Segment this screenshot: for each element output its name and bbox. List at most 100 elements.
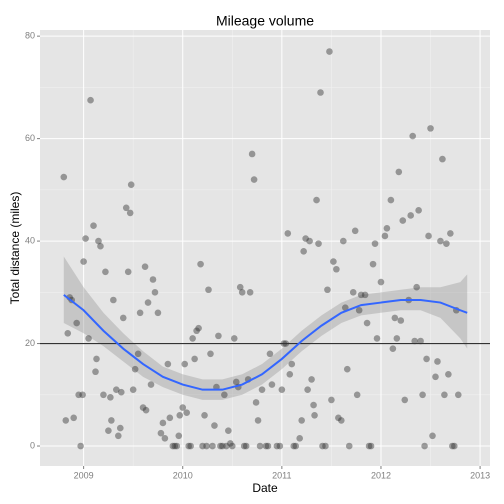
point xyxy=(377,278,385,286)
point xyxy=(82,235,89,242)
y-tick-label: 80 xyxy=(25,31,35,41)
point xyxy=(290,442,298,450)
point xyxy=(115,432,122,440)
point xyxy=(387,196,395,204)
point xyxy=(116,424,124,432)
point xyxy=(367,442,375,450)
point xyxy=(273,442,281,450)
point xyxy=(264,442,272,450)
point xyxy=(373,335,381,342)
point xyxy=(79,391,86,399)
point xyxy=(149,276,157,283)
point xyxy=(324,286,331,294)
point xyxy=(434,358,441,365)
point xyxy=(87,96,94,104)
point xyxy=(189,335,196,342)
point xyxy=(266,350,274,358)
point xyxy=(176,411,184,419)
point xyxy=(221,391,228,399)
x-tick-label: 2009 xyxy=(74,470,94,480)
point xyxy=(409,132,416,140)
point xyxy=(147,381,155,388)
point xyxy=(399,217,407,224)
y-tick-label: 40 xyxy=(25,235,35,245)
x-tick-label: 2013 xyxy=(470,470,490,480)
point xyxy=(288,360,296,368)
point xyxy=(127,181,135,189)
point xyxy=(311,411,318,419)
point xyxy=(427,125,434,132)
point xyxy=(157,429,165,437)
point xyxy=(179,404,187,411)
point xyxy=(223,442,230,450)
point xyxy=(215,332,222,340)
point xyxy=(451,442,458,450)
point xyxy=(85,335,92,342)
point xyxy=(230,335,238,342)
point xyxy=(286,370,294,378)
point xyxy=(129,386,137,393)
point xyxy=(169,442,177,450)
point xyxy=(423,355,430,363)
marks xyxy=(40,48,490,450)
point xyxy=(164,360,172,368)
point xyxy=(449,442,456,450)
point xyxy=(369,260,377,268)
point xyxy=(199,442,206,450)
point xyxy=(203,442,210,450)
point xyxy=(349,289,357,296)
y-tick-label: 60 xyxy=(25,133,35,143)
point xyxy=(205,286,212,294)
point xyxy=(134,350,142,358)
point xyxy=(209,442,216,450)
point xyxy=(322,442,329,450)
point xyxy=(308,376,315,383)
point xyxy=(276,442,284,450)
x-tick-label: 2011 xyxy=(272,470,291,480)
point xyxy=(185,442,192,450)
point xyxy=(319,442,326,450)
point xyxy=(108,417,115,424)
point xyxy=(139,404,147,411)
x-tick-label: 2010 xyxy=(173,470,193,480)
point xyxy=(80,258,87,265)
panel xyxy=(40,30,490,466)
point xyxy=(296,435,303,442)
point xyxy=(93,355,100,363)
point xyxy=(417,337,424,345)
point xyxy=(391,314,399,322)
point xyxy=(419,391,426,399)
point xyxy=(437,237,444,245)
point xyxy=(357,291,365,299)
point xyxy=(110,296,117,304)
point xyxy=(151,289,159,296)
point xyxy=(330,258,337,265)
point xyxy=(401,396,409,404)
point xyxy=(381,232,389,240)
point xyxy=(232,378,240,386)
point xyxy=(144,299,152,306)
point xyxy=(252,399,260,406)
point xyxy=(413,283,420,291)
point xyxy=(107,394,114,401)
point xyxy=(333,265,340,273)
point xyxy=(187,442,194,450)
point xyxy=(166,414,174,422)
point xyxy=(407,212,415,219)
point xyxy=(268,381,276,388)
point xyxy=(248,150,256,158)
point xyxy=(411,337,418,345)
point xyxy=(447,230,454,237)
point xyxy=(193,327,200,335)
point xyxy=(310,401,317,409)
point xyxy=(302,235,309,242)
point xyxy=(201,411,208,419)
point xyxy=(292,442,300,450)
point xyxy=(397,317,405,324)
point xyxy=(371,240,379,247)
point xyxy=(236,283,244,291)
point xyxy=(100,391,107,399)
point xyxy=(195,324,202,332)
point xyxy=(343,365,351,373)
point xyxy=(389,345,397,352)
